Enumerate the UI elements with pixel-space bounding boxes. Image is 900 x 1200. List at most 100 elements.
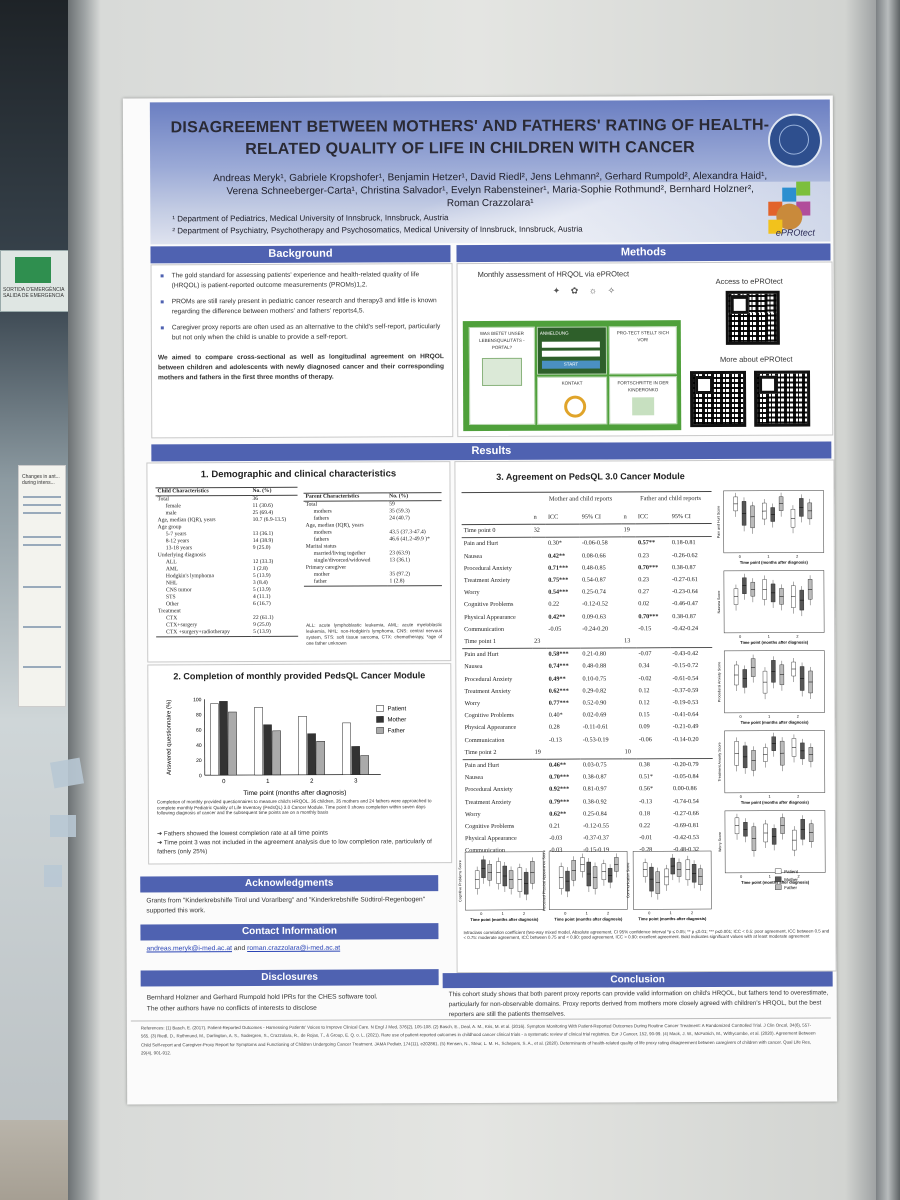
x-tick-label: 0 xyxy=(222,779,226,785)
legend-label: Patient xyxy=(784,869,798,874)
legend-swatch xyxy=(376,727,384,734)
affiliation-1: ¹ Department of Pediatrics, Medical Univ… xyxy=(172,213,449,224)
conclusion-text: This cohort study shows that both parent… xyxy=(448,989,829,1019)
bar-mother xyxy=(307,733,317,776)
bar-patient xyxy=(254,707,264,776)
boxplot-y-label: Procedural Anxiety Score xyxy=(717,662,721,702)
agreement-caption: Intraclass correlation coefficient (two-… xyxy=(463,928,830,941)
tape xyxy=(44,865,62,887)
table-row: CTX +surgery+radiotherapy 5 (13.9) xyxy=(166,628,271,636)
neighbor-poster-title: Changes in ant... during intens... xyxy=(22,474,60,486)
bar-father xyxy=(316,740,326,775)
boxplot-x-label: Time point (months after diagnosis) xyxy=(554,916,623,921)
background-bullet: PROMs are still rarely present in pediat… xyxy=(158,296,444,317)
boxplot-tick: 0 xyxy=(740,795,742,799)
boxplot-tick: 0 xyxy=(480,912,482,916)
boxplot-y-label: Perceived Physical Appearance Score xyxy=(542,850,546,911)
eprotect-app-screenshot: WAS BIETET UNSER LEBENSQUALITÄTS - PORTA… xyxy=(462,320,682,432)
boxplot-y-label: Treatment Anxiety Score xyxy=(718,742,722,781)
boxplot-tick: 2 xyxy=(523,912,525,916)
y-axis-label: Answered questionnaire (%) xyxy=(166,700,172,775)
exit-sign-text: SORTIDA D'EMERGÈNCIA SALIDA DE EMERGENCI… xyxy=(3,287,65,299)
qr-code-icon[interactable] xyxy=(690,370,747,428)
legend-swatch xyxy=(376,705,384,712)
boxplot-x-label: Time point (months after diagnosis) xyxy=(740,640,809,645)
conclusion-heading: Conclusion xyxy=(442,971,833,989)
board-edge xyxy=(876,0,900,1200)
background-bullet: Caregiver proxy reports are often used a… xyxy=(158,322,444,343)
legend-swatch xyxy=(774,868,782,874)
methods-heading: Methods xyxy=(456,243,831,263)
background-bullet: The gold standard for assessing patients… xyxy=(158,270,444,291)
boxplot-tick: 0 xyxy=(740,875,742,879)
qr-code-icon[interactable] xyxy=(725,290,780,345)
boxplot-tick: 1 xyxy=(768,795,770,799)
boxplot-y-label: Nausea Score xyxy=(717,591,721,614)
bar-mother xyxy=(219,701,229,776)
x-axis-label: Time point (months after diagnosis) xyxy=(243,790,346,797)
demographics-footnote: ALL: acute lymphoblastic leukemia, AML: … xyxy=(306,622,443,646)
boxplot-tick: 1 xyxy=(769,875,771,879)
boxplot-tick: 0 xyxy=(648,911,650,915)
y-tick-label: 80 xyxy=(196,712,202,718)
acknowledgments-text: Grants from "Kinderkrebshilfe Tirol und … xyxy=(146,896,426,915)
app-card: KONTAKT xyxy=(537,376,608,425)
boxplot-tick: 2 xyxy=(797,795,799,799)
boxplot-y-label: Cognitive Problems Score xyxy=(458,860,462,902)
boxplot-tick: 0 xyxy=(739,555,741,559)
login-button[interactable]: START xyxy=(541,360,600,369)
y-tick-label: 0 xyxy=(199,773,202,779)
disclosure-line: The other authors have no conflicts of i… xyxy=(146,1004,317,1013)
child-characteristics-table: Child Characteristics No. (%) Total 36 fem… xyxy=(155,486,299,638)
contact-heading: Contact Information xyxy=(140,923,439,941)
acknowledgments-heading: Acknowledgments xyxy=(140,875,439,893)
boxplot-y-label: Worry Score xyxy=(718,832,722,852)
affiliation-2: ² Department of Psychiatry, Psychotherap… xyxy=(172,224,583,236)
completion-caption: Completion of monthly provided questionn… xyxy=(156,798,432,816)
y-tick-label: 20 xyxy=(196,758,202,764)
demographics-panel: 1. Demographic and clinical characterist… xyxy=(146,461,452,663)
bar-father xyxy=(360,755,370,775)
exit-icon xyxy=(15,257,51,283)
legend-swatch xyxy=(775,884,782,890)
bar-patient xyxy=(298,715,308,776)
completion-point: ➔ Time point 3 was not included in the a… xyxy=(157,838,432,856)
email-link-1[interactable]: andreas.meryk@i-med.ac.at xyxy=(146,945,233,953)
boxplot-y-label: Pain and Hurt Score xyxy=(717,506,721,538)
boxplot-tick: 1 xyxy=(768,635,770,639)
boxplot-legend: Patient Mother Father xyxy=(774,868,799,890)
results-heading: Results xyxy=(151,441,832,462)
y-tick-label: 40 xyxy=(196,743,202,749)
boxplot-y-label: Communication Score xyxy=(626,863,630,898)
boxplot-tick: 0 xyxy=(564,912,566,916)
bar-father xyxy=(272,730,282,776)
legend-label: Mother xyxy=(388,717,407,723)
login-card: ANMELDUNG START xyxy=(536,326,608,375)
poster-title: DISAGREEMENT BETWEEN MOTHERS' AND FATHER… xyxy=(170,116,770,159)
legend-label: Patient xyxy=(387,706,406,712)
neighbor-poster: Changes in ant... during intens... xyxy=(18,465,66,707)
boxplot-tick: 1 xyxy=(670,911,672,915)
mascot-icon: ✦ ✿ ☼ ✧ xyxy=(552,285,620,296)
disclosures-heading: Disclosures xyxy=(140,969,439,987)
access-label: Access to ePROtect xyxy=(715,276,783,286)
y-tick-label: 60 xyxy=(196,728,202,734)
background-heading: Background xyxy=(150,245,451,264)
boxplot-tick: 2 xyxy=(796,555,798,559)
x-tick-label: 2 xyxy=(310,779,314,785)
boxplot-panel: Perceived Physical Appearance Score 0 1 2Ti… xyxy=(542,850,628,922)
legend-label: Mother xyxy=(784,877,798,882)
bar-mother xyxy=(263,724,273,776)
university-seal-icon xyxy=(767,113,823,168)
qr-code-icon[interactable] xyxy=(754,370,811,427)
completion-bar-chart: 0 20 40 60 80 100 Answered questionnaire (%) 0 1… xyxy=(166,697,407,797)
boxplot-grid: Pain and Hurt Score 0 1 2 Time point (months… xyxy=(458,490,826,922)
email-link-2[interactable]: roman.crazzolara@i-med.ac.at xyxy=(247,944,341,953)
boxplot-x-label: Time point (months after diagnosis) xyxy=(741,880,810,885)
legend-label: Father xyxy=(784,885,797,890)
methods-panel: Monthly assessment of HRQOL via ePROtect… xyxy=(456,261,834,438)
